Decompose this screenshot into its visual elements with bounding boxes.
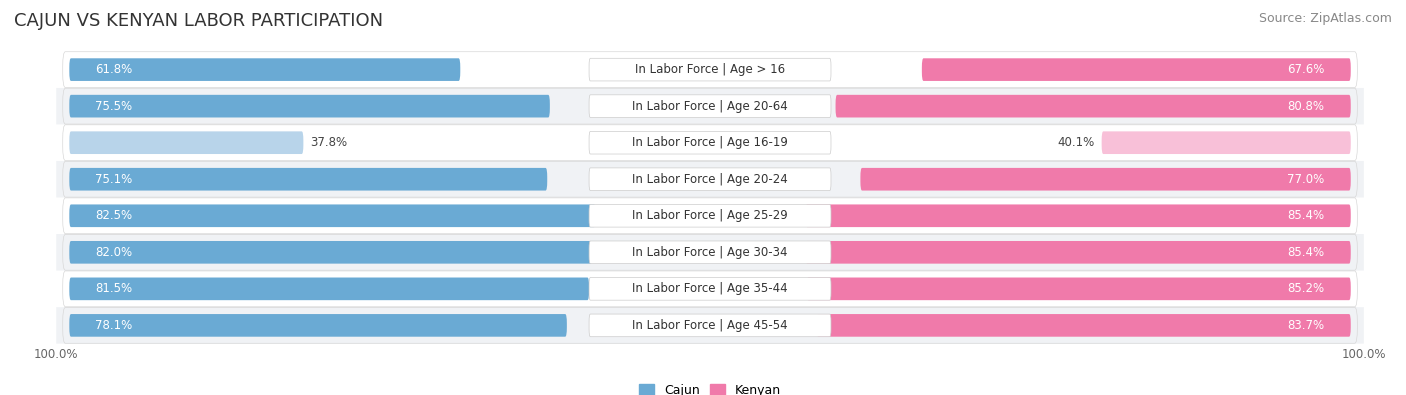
FancyBboxPatch shape [69,205,596,227]
FancyBboxPatch shape [806,205,1351,227]
Text: Source: ZipAtlas.com: Source: ZipAtlas.com [1258,12,1392,25]
FancyBboxPatch shape [56,307,1364,344]
FancyBboxPatch shape [56,198,1364,234]
Text: In Labor Force | Age 35-44: In Labor Force | Age 35-44 [633,282,787,295]
Legend: Cajun, Kenyan: Cajun, Kenyan [634,379,786,395]
FancyBboxPatch shape [860,168,1351,190]
Text: In Labor Force | Age 20-64: In Labor Force | Age 20-64 [633,100,787,113]
FancyBboxPatch shape [56,124,1364,161]
Text: 85.4%: 85.4% [1288,209,1324,222]
FancyBboxPatch shape [589,205,831,227]
Text: In Labor Force | Age 45-54: In Labor Force | Age 45-54 [633,319,787,332]
Text: In Labor Force | Age 25-29: In Labor Force | Age 25-29 [633,209,787,222]
FancyBboxPatch shape [589,168,831,190]
Text: 82.0%: 82.0% [96,246,132,259]
Text: 40.1%: 40.1% [1057,136,1095,149]
Text: 75.5%: 75.5% [96,100,132,113]
FancyBboxPatch shape [69,58,460,81]
Text: In Labor Force | Age 30-34: In Labor Force | Age 30-34 [633,246,787,259]
FancyBboxPatch shape [589,278,831,300]
Text: 77.0%: 77.0% [1288,173,1324,186]
FancyBboxPatch shape [1102,132,1351,154]
FancyBboxPatch shape [835,95,1351,117]
FancyBboxPatch shape [63,125,1357,161]
Text: 82.5%: 82.5% [96,209,132,222]
Text: 37.8%: 37.8% [309,136,347,149]
FancyBboxPatch shape [589,132,831,154]
Text: 75.1%: 75.1% [96,173,132,186]
FancyBboxPatch shape [589,58,831,81]
Text: In Labor Force | Age 16-19: In Labor Force | Age 16-19 [633,136,787,149]
FancyBboxPatch shape [56,271,1364,307]
FancyBboxPatch shape [63,88,1357,124]
FancyBboxPatch shape [922,58,1351,81]
FancyBboxPatch shape [63,52,1357,88]
FancyBboxPatch shape [806,241,1351,263]
Text: In Labor Force | Age > 16: In Labor Force | Age > 16 [636,63,785,76]
FancyBboxPatch shape [69,168,547,190]
FancyBboxPatch shape [63,161,1357,197]
Text: 78.1%: 78.1% [96,319,132,332]
FancyBboxPatch shape [63,234,1357,270]
FancyBboxPatch shape [56,234,1364,271]
Text: 85.4%: 85.4% [1288,246,1324,259]
FancyBboxPatch shape [589,314,831,337]
Text: 83.7%: 83.7% [1288,319,1324,332]
FancyBboxPatch shape [817,314,1351,337]
FancyBboxPatch shape [63,198,1357,234]
FancyBboxPatch shape [69,95,550,117]
FancyBboxPatch shape [589,95,831,117]
Text: CAJUN VS KENYAN LABOR PARTICIPATION: CAJUN VS KENYAN LABOR PARTICIPATION [14,12,384,30]
FancyBboxPatch shape [63,271,1357,307]
FancyBboxPatch shape [69,314,567,337]
Text: 61.8%: 61.8% [96,63,132,76]
Text: 67.6%: 67.6% [1288,63,1324,76]
FancyBboxPatch shape [56,88,1364,124]
FancyBboxPatch shape [63,307,1357,343]
FancyBboxPatch shape [69,132,304,154]
FancyBboxPatch shape [56,161,1364,198]
Text: 81.5%: 81.5% [96,282,132,295]
Text: 85.2%: 85.2% [1288,282,1324,295]
FancyBboxPatch shape [56,51,1364,88]
FancyBboxPatch shape [69,241,592,263]
FancyBboxPatch shape [69,278,589,300]
Text: 80.8%: 80.8% [1288,100,1324,113]
FancyBboxPatch shape [589,241,831,263]
Text: In Labor Force | Age 20-24: In Labor Force | Age 20-24 [633,173,787,186]
FancyBboxPatch shape [807,278,1351,300]
